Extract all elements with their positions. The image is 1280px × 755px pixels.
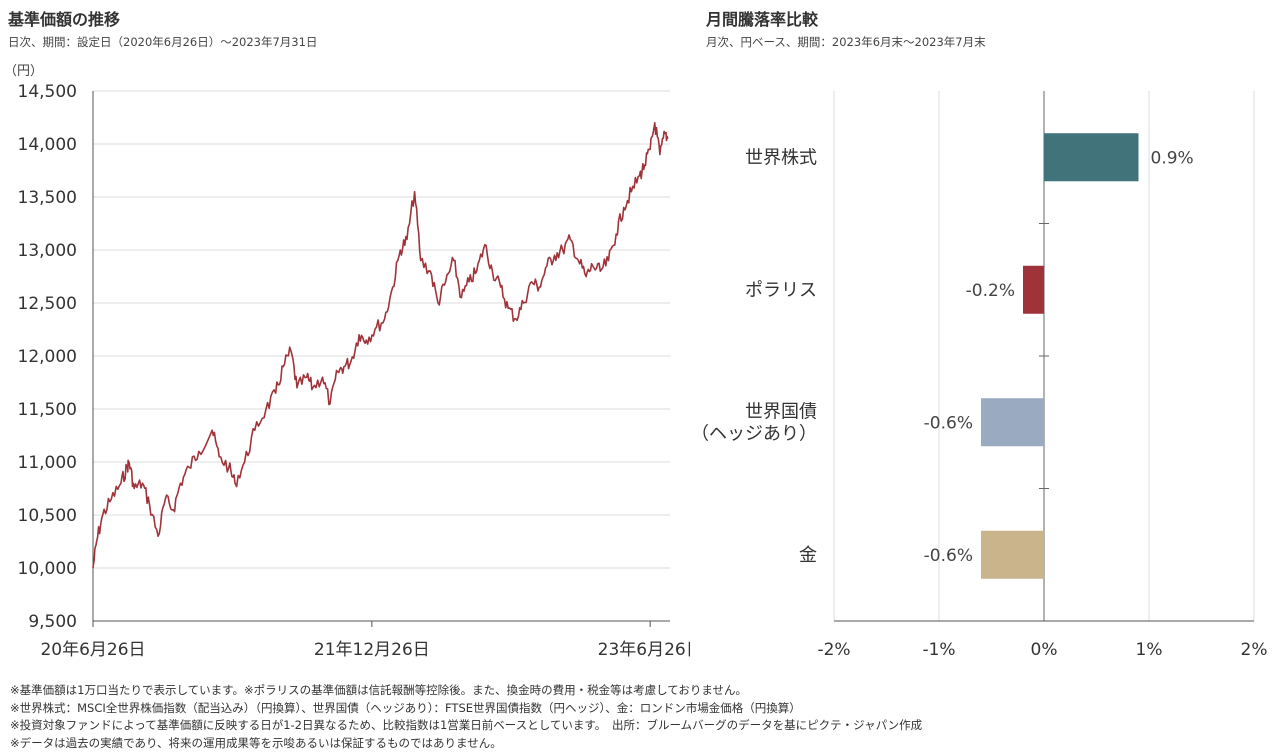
- category-label: ポラリス: [745, 280, 817, 301]
- y-tick-label: 14,500: [18, 82, 77, 102]
- footnote-line: ※基準価額は1万口当たりで表示しています。※ポラリスの基準価額は信託報酬等控除後…: [10, 683, 748, 697]
- x-tick-label: 21年12月26日: [314, 640, 430, 660]
- y-axis-unit: （円）: [4, 64, 44, 79]
- category-label: 世界株式: [745, 147, 817, 168]
- nav-series-line: [92, 122, 669, 569]
- footnote-line: ※投資対象ファンドによって基準価額に反映する日が1-2日異なるため、比較指数は1…: [10, 718, 923, 732]
- line-chart-title: 基準価額の推移: [8, 10, 121, 29]
- bar-value-label: -0.6%: [924, 413, 973, 433]
- bar-value-label: -0.6%: [924, 546, 973, 566]
- bar-value-label: -0.2%: [966, 281, 1015, 301]
- x-tick-label: -1%: [922, 640, 955, 660]
- y-tick-label: 10,000: [18, 559, 77, 579]
- x-tick-label: 0%: [1031, 640, 1058, 660]
- x-tick-label: 23年6月26日: [598, 640, 690, 660]
- bar-chart-subtitle: 月次、円ベース、期間：2023年6月末～2023年7月末: [706, 35, 986, 49]
- line-chart-subtitle: 日次、期間：設定日（2020年6月26日）～2023年7月31日: [8, 35, 318, 49]
- y-tick-label: 12,500: [18, 294, 77, 314]
- line-chart-gridlines: [92, 90, 670, 622]
- y-tick-label: 11,000: [18, 453, 77, 473]
- y-tick-label: 9,500: [28, 612, 77, 632]
- footnotes: ※基準価額は1万口当たりで表示しています。※ポラリスの基準価額は信託報酬等控除後…: [10, 682, 922, 752]
- x-tick-label: 20年6月26日: [40, 640, 145, 660]
- y-tick-label: 13,000: [18, 241, 77, 261]
- nav-line-chart: 9,500 10,000 10,500 11,000 11,500 12,000 12,50…: [18, 82, 690, 660]
- y-tick-label: 11,500: [18, 400, 77, 420]
- line-chart-x-ticks: 20年6月26日 21年12月26日 23年6月26日: [40, 621, 690, 660]
- y-tick-label: 10,500: [18, 506, 77, 526]
- x-tick-label: 2%: [1241, 640, 1268, 660]
- y-tick-label: 14,000: [18, 135, 77, 155]
- bar-chart-bars: [981, 133, 1139, 579]
- category-label: （ヘッジあり）: [691, 423, 817, 444]
- x-tick-label: 1%: [1136, 640, 1163, 660]
- bar: [1044, 133, 1139, 182]
- category-label: 金: [799, 545, 817, 566]
- bar-chart-value-labels: 0.9% -0.2% -0.6% -0.6%: [924, 148, 1194, 566]
- bar: [1023, 265, 1044, 314]
- y-tick-label: 12,000: [18, 347, 77, 367]
- bar: [981, 530, 1044, 579]
- footnote-line: ※データは過去の実績であり、将来の運用成果等を示唆あるいは保証するものではありま…: [10, 735, 502, 750]
- bar: [981, 398, 1044, 447]
- bar-chart-x-ticks: -2% -1% 0% 1% 2%: [817, 640, 1267, 660]
- x-tick-label: -2%: [817, 640, 850, 660]
- line-chart-y-ticks: 9,500 10,000 10,500 11,000 11,500 12,000 12,50…: [18, 82, 77, 632]
- bar-value-label: 0.9%: [1151, 148, 1194, 168]
- y-tick-label: 13,500: [18, 188, 77, 208]
- footnote-line: ※世界株式：MSCI全世界株価指数（配当込み）（円換算）、世界国債（ヘッジあり）…: [10, 700, 801, 715]
- bar-chart-title: 月間騰落率比較: [706, 10, 819, 29]
- category-label: 世界国債: [745, 401, 817, 422]
